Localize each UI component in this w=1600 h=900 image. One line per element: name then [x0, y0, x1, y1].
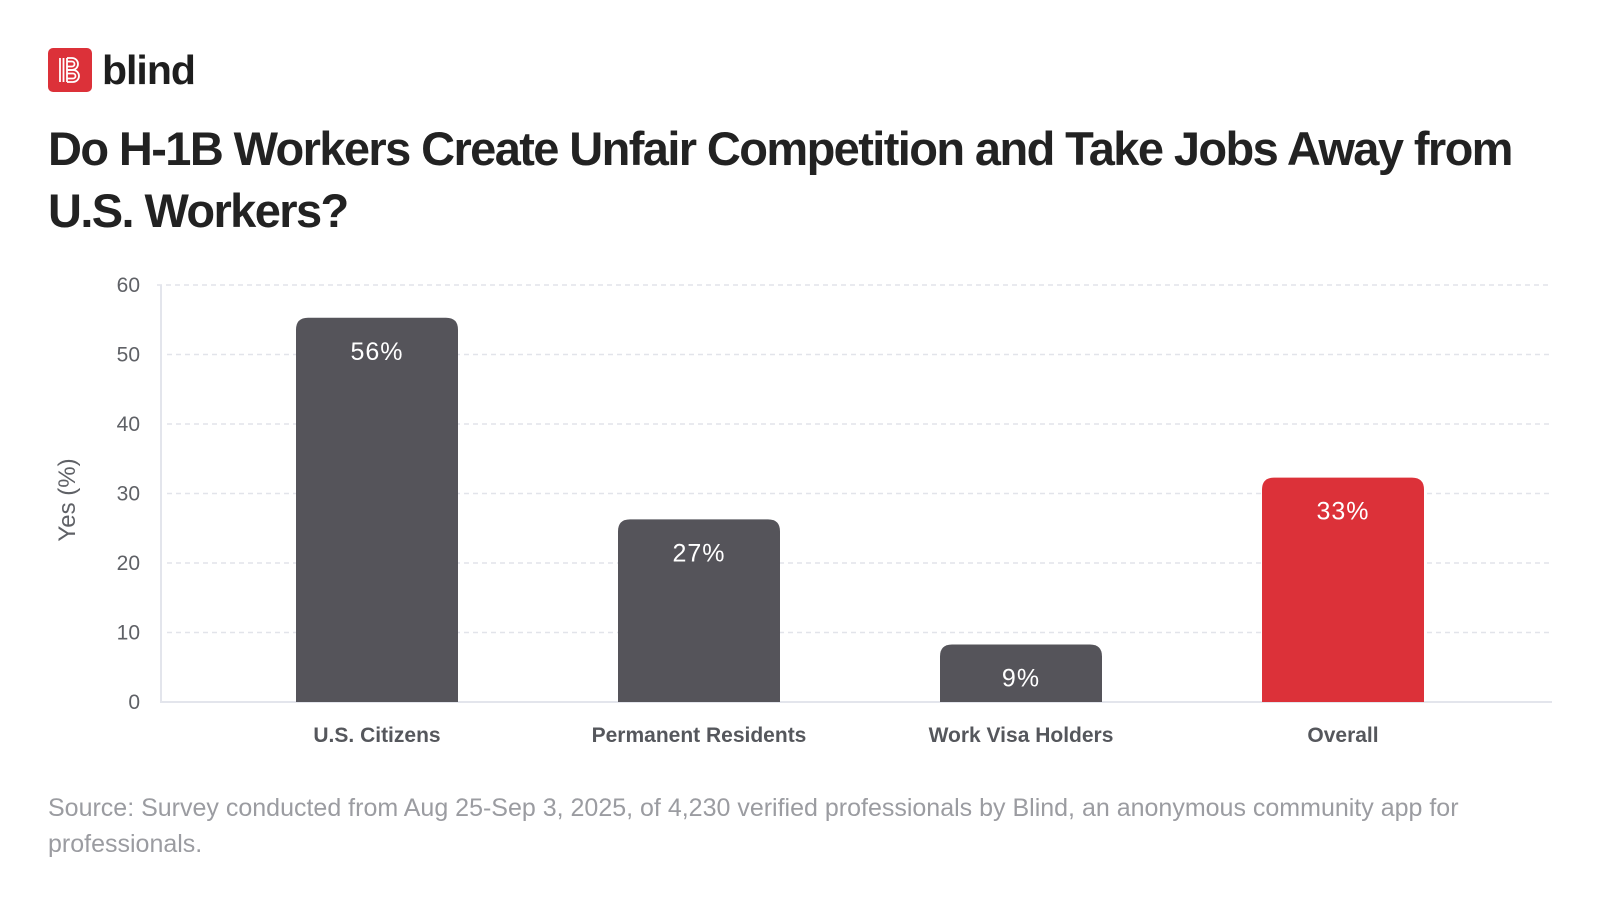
y-tick-label: 0: [128, 691, 140, 714]
y-tick-label: 60: [117, 274, 140, 297]
data-label: 33%: [1316, 498, 1369, 526]
y-tick-label: 40: [117, 413, 140, 436]
category-label: U.S. Citizens: [313, 724, 440, 747]
category-label: Permanent Residents: [592, 724, 807, 747]
data-label: 27%: [672, 539, 725, 567]
bar-u-s-citizens: [296, 317, 458, 702]
brand-name: blind: [102, 47, 196, 93]
brand-logo: blind: [48, 47, 196, 93]
bar-overall: [1262, 477, 1424, 702]
bars: [296, 317, 1424, 702]
bar-work-visa-holders: [940, 644, 1102, 702]
chart-title: Do H-1B Workers Create Unfair Competitio…: [48, 122, 1513, 237]
y-tick-labels: 0 10 20 30 40 50 60: [117, 274, 140, 714]
source-note: Source: Survey conducted from Aug 25-Sep…: [48, 794, 1459, 858]
y-tick-label: 50: [117, 344, 140, 367]
data-label: 9%: [1002, 664, 1040, 692]
y-tick-label: 10: [117, 622, 140, 645]
y-axis-label: Yes (%): [54, 458, 81, 541]
y-tick-label: 20: [117, 552, 140, 575]
category-label: Work Visa Holders: [929, 724, 1114, 747]
category-label: Overall: [1307, 724, 1378, 747]
data-label: 56%: [350, 338, 403, 366]
bar-permanent-residents: [618, 519, 780, 702]
data-labels: 56% 27% 9% 33%: [350, 338, 1369, 693]
y-tick-label: 30: [117, 483, 140, 506]
category-labels: U.S. Citizens Permanent Residents Work Vis…: [313, 724, 1378, 747]
blind-logo-icon: [48, 48, 92, 92]
